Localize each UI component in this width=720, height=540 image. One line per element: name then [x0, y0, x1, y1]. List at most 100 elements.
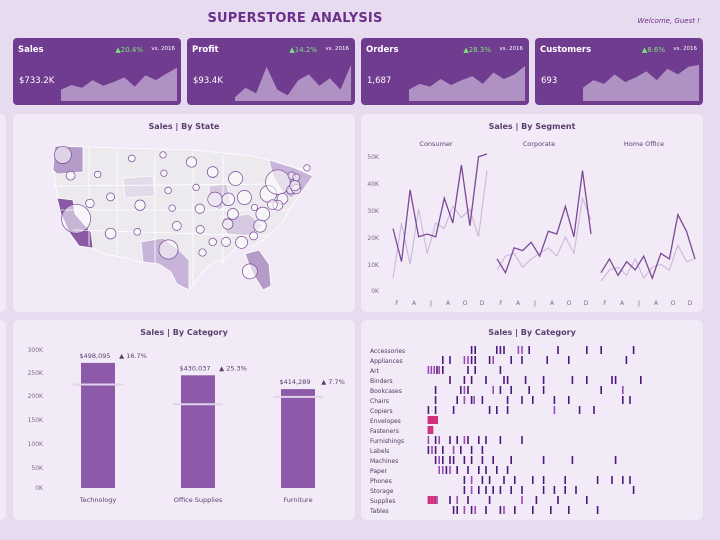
state-sales-bubble[interactable]	[236, 190, 252, 205]
order-tick[interactable]	[596, 506, 599, 514]
order-tick[interactable]	[456, 496, 458, 504]
order-tick[interactable]	[499, 486, 502, 494]
order-tick[interactable]	[452, 456, 455, 464]
order-tick[interactable]	[506, 406, 509, 414]
order-tick[interactable]	[506, 466, 509, 474]
order-tick[interactable]	[478, 486, 480, 494]
order-tick[interactable]	[524, 376, 527, 384]
order-tick[interactable]	[478, 466, 480, 474]
order-tick[interactable]	[449, 496, 451, 504]
order-tick[interactable]	[433, 366, 435, 374]
order-tick[interactable]	[506, 396, 509, 404]
order-tick[interactable]	[510, 356, 512, 364]
order-tick[interactable]	[463, 486, 466, 494]
order-tick[interactable]	[427, 426, 431, 434]
order-tick[interactable]	[521, 496, 523, 504]
order-tick[interactable]	[470, 506, 473, 514]
order-tick[interactable]	[463, 376, 466, 384]
order-tick[interactable]	[568, 506, 570, 514]
state-sales-bubble[interactable]	[221, 192, 235, 206]
order-tick[interactable]	[492, 486, 494, 494]
order-tick[interactable]	[463, 356, 466, 364]
order-tick[interactable]	[470, 486, 473, 494]
state-sales-bubble[interactable]	[227, 208, 239, 220]
order-tick[interactable]	[470, 446, 473, 454]
order-tick[interactable]	[467, 436, 469, 444]
state-sales-bubble[interactable]	[134, 199, 146, 211]
state-sales-bubble[interactable]	[207, 191, 223, 207]
order-tick[interactable]	[568, 356, 570, 364]
order-tick[interactable]	[438, 366, 440, 374]
order-tick[interactable]	[427, 366, 430, 374]
order-tick[interactable]	[521, 486, 523, 494]
order-tick[interactable]	[492, 386, 494, 394]
order-tick[interactable]	[499, 386, 502, 394]
order-tick[interactable]	[463, 386, 466, 394]
state-sales-bubble[interactable]	[128, 154, 136, 163]
state-region[interactable]	[122, 175, 156, 199]
order-tick[interactable]	[427, 446, 430, 454]
order-tick[interactable]	[503, 346, 505, 354]
order-tick[interactable]	[463, 476, 466, 484]
order-tick[interactable]	[542, 476, 545, 484]
order-tick[interactable]	[435, 416, 438, 424]
order-tick[interactable]	[629, 476, 631, 484]
order-tick[interactable]	[430, 366, 433, 374]
order-tick[interactable]	[442, 366, 444, 374]
state-sales-bubble[interactable]	[222, 218, 234, 230]
order-tick[interactable]	[456, 436, 458, 444]
order-tick[interactable]	[553, 396, 556, 404]
order-tick[interactable]	[452, 446, 455, 454]
order-tick[interactable]	[622, 396, 624, 404]
order-tick[interactable]	[564, 476, 566, 484]
order-tick[interactable]	[460, 446, 462, 454]
state-sales-bubble[interactable]	[133, 228, 142, 236]
us-state-map[interactable]	[13, 114, 355, 312]
order-tick[interactable]	[474, 366, 476, 374]
order-tick[interactable]	[640, 376, 642, 384]
order-tick[interactable]	[496, 406, 498, 414]
state-sales-bubble[interactable]	[208, 237, 217, 247]
state-sales-bubble[interactable]	[195, 225, 205, 234]
state-sales-bubble[interactable]	[53, 145, 72, 164]
order-tick[interactable]	[629, 396, 631, 404]
order-tick[interactable]	[481, 396, 484, 404]
state-sales-bubble[interactable]	[242, 263, 258, 280]
order-tick[interactable]	[488, 496, 491, 504]
order-tick[interactable]	[470, 476, 473, 484]
state-sales-bubble[interactable]	[198, 248, 207, 257]
order-tick[interactable]	[586, 346, 588, 354]
order-tick[interactable]	[578, 406, 581, 414]
kpi-card-orders[interactable]: Orders ▲28.3% vs. 2016 1,687	[361, 38, 529, 105]
order-tick[interactable]	[532, 506, 534, 514]
order-tick[interactable]	[449, 456, 451, 464]
subcategory-tick-chart[interactable]: Accessories Appliances Art Binders Bookcases…	[361, 320, 703, 520]
category-bar-chart[interactable]: 300K 250K 200K 150K 100K 50K 0K $498,095…	[13, 320, 355, 520]
order-tick[interactable]	[470, 376, 473, 384]
order-tick[interactable]	[499, 366, 502, 374]
state-sales-bubble[interactable]	[94, 170, 102, 179]
order-tick[interactable]	[434, 436, 437, 444]
order-tick[interactable]	[485, 486, 487, 494]
order-tick[interactable]	[456, 396, 458, 404]
segment-line-previous[interactable]	[392, 170, 488, 279]
order-tick[interactable]	[492, 456, 494, 464]
order-tick[interactable]	[614, 456, 617, 464]
state-sales-bubble[interactable]	[61, 203, 91, 234]
order-tick[interactable]	[521, 356, 523, 364]
order-tick[interactable]	[474, 506, 476, 514]
order-tick[interactable]	[550, 506, 552, 514]
state-sales-bubble[interactable]	[192, 183, 200, 192]
state-sales-bubble[interactable]	[249, 231, 258, 241]
order-tick[interactable]	[474, 356, 476, 364]
order-tick[interactable]	[553, 486, 556, 494]
order-tick[interactable]	[470, 456, 473, 464]
order-tick[interactable]	[614, 376, 617, 384]
state-sales-bubble[interactable]	[221, 237, 231, 247]
order-tick[interactable]	[481, 476, 484, 484]
order-tick[interactable]	[571, 456, 574, 464]
order-tick[interactable]	[430, 426, 434, 434]
state-sales-bubble[interactable]	[289, 180, 301, 192]
state-sales-bubble[interactable]	[160, 169, 168, 177]
state-sales-bubble[interactable]	[265, 169, 291, 195]
